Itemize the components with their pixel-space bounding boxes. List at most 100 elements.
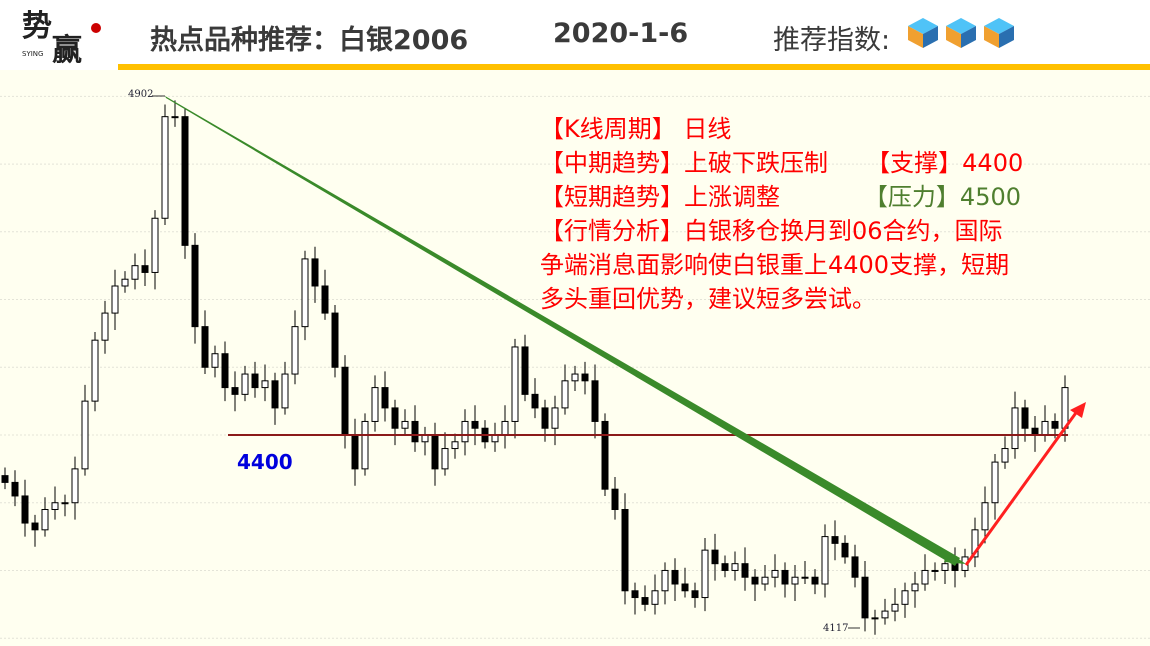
candle-body <box>821 536 829 585</box>
candle-body <box>861 576 869 619</box>
candle-body <box>211 353 219 368</box>
uptrend-arrow <box>964 409 1080 566</box>
candle-body <box>421 434 429 443</box>
candle-body <box>541 407 549 429</box>
low-label: 4117 <box>823 623 849 634</box>
svg-text:势: 势 <box>22 9 52 44</box>
cube-icon <box>946 18 976 48</box>
candle-body <box>891 603 899 612</box>
candle-body <box>981 502 989 531</box>
candle-body <box>461 420 469 443</box>
analysis-line-1: 白银移仓换月到06合约，国际 <box>684 217 1003 245</box>
candle-body <box>471 420 479 429</box>
candle-body <box>571 373 579 382</box>
mid-trend-tag: 【中期趋势】 <box>540 149 684 177</box>
candle-body <box>631 590 639 599</box>
candle-body <box>1061 387 1069 429</box>
candle-body <box>931 569 939 572</box>
candle-body <box>401 420 409 429</box>
candle-body <box>841 542 849 558</box>
candle-body <box>551 407 559 429</box>
candle-body <box>611 488 619 511</box>
candle-body <box>251 373 259 389</box>
rating-label: 推荐指数: <box>773 25 891 56</box>
short-trend-value: 上涨调整 <box>684 183 780 211</box>
candle-body <box>1051 420 1059 429</box>
candle-body <box>451 441 459 450</box>
candle-body <box>581 373 589 382</box>
candle-body <box>261 380 269 389</box>
candle-body <box>661 569 669 592</box>
support-value: 4400 <box>962 149 1024 177</box>
candle-body <box>871 617 879 620</box>
candle-body <box>131 265 139 280</box>
candle-body <box>601 420 609 490</box>
candle-body <box>1001 448 1009 463</box>
candle-body <box>1011 407 1019 450</box>
candle-body <box>651 590 659 605</box>
candle-body <box>991 461 999 504</box>
candle-body <box>431 434 439 470</box>
candle-body <box>711 549 719 565</box>
page-title: 热点品种推荐：白银2006 <box>150 25 469 56</box>
resistance-tag: 【压力】 <box>863 183 960 211</box>
candle-body <box>1021 407 1029 429</box>
candle-body <box>691 590 699 599</box>
analysis-notes: 【K线周期】 日线 【中期趋势】上破下跌压制 【支撑】4400 【短期趋势】上涨… <box>540 112 1023 316</box>
accent-bar <box>118 64 1150 70</box>
candle-body <box>911 583 919 592</box>
kline-period-tag: 【K线周期】 <box>540 115 676 143</box>
short-trend-tag: 【短期趋势】 <box>540 183 684 211</box>
candle-body <box>151 217 159 273</box>
candle-body <box>901 590 909 605</box>
candle-body <box>591 380 599 422</box>
candle-body <box>41 509 49 531</box>
svg-text:赢: 赢 <box>52 33 82 68</box>
candle-body <box>971 529 979 558</box>
candle-body <box>491 434 499 443</box>
candle-body <box>201 326 209 368</box>
rating-cubes <box>906 16 1016 50</box>
candle-body <box>31 522 39 531</box>
candle-body <box>231 387 239 395</box>
analysis-line-2: 争端消息面影响使白银重上4400支撑，短期 <box>540 251 1010 279</box>
candle-body <box>181 116 189 246</box>
candle-body <box>801 576 809 579</box>
candle-body <box>71 468 79 504</box>
candle-body <box>221 353 229 389</box>
kline-period-value: 日线 <box>675 115 732 143</box>
cube-icon <box>908 18 938 48</box>
candle-body <box>341 366 349 436</box>
support-tag: 【支撑】 <box>866 149 963 177</box>
candle-body <box>881 610 889 619</box>
candle-body <box>11 481 19 497</box>
candle-body <box>331 312 339 368</box>
candle-body <box>141 265 149 273</box>
candle-body <box>501 420 509 436</box>
support-price-label: 4400 <box>237 450 293 474</box>
candle-body <box>371 387 379 422</box>
candle-body <box>731 563 739 571</box>
candle-body <box>411 420 419 443</box>
candle-body <box>321 285 329 314</box>
candle-body <box>61 502 69 505</box>
candle-body <box>521 346 529 395</box>
candle-body <box>391 407 399 429</box>
candle-body <box>851 556 859 578</box>
candle-body <box>121 278 129 287</box>
candle-body <box>811 576 819 585</box>
candle-body <box>531 393 539 409</box>
candle-body <box>1031 427 1039 436</box>
candle-body <box>1041 420 1049 436</box>
candlestick-chart <box>0 70 1150 646</box>
uptrend-arrowhead <box>1070 402 1086 418</box>
candle-body <box>291 326 299 375</box>
analysis-line-3: 多头重回优势，建议短多尝试。 <box>540 285 876 313</box>
candle-body <box>561 380 569 409</box>
candle-body <box>791 576 799 585</box>
candle-body <box>681 583 689 592</box>
candle-body <box>191 244 199 328</box>
candle-body <box>751 576 759 585</box>
resistance-value: 4500 <box>959 183 1021 211</box>
